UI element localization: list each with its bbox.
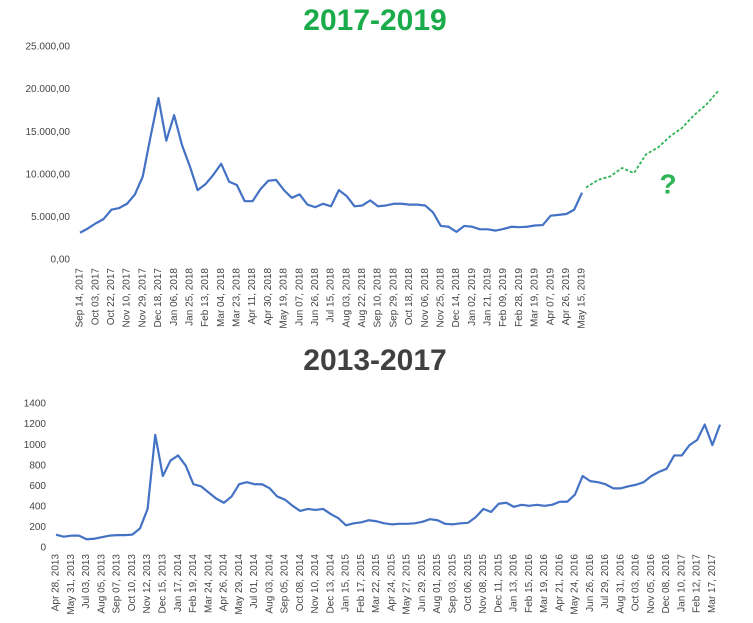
x-tick-label: Apr 11, 2018 (247, 268, 258, 325)
x-tick-label: Jan 17, 2014 (173, 554, 184, 612)
x-tick-label: Dec 14, 2018 (451, 268, 462, 328)
x-tick-label: Jan 06, 2018 (169, 268, 180, 326)
x-tick-label: Jan 21, 2019 (483, 268, 494, 326)
x-tick-label: Oct 08, 2014 (295, 554, 306, 612)
x-tick-label: Apr 24, 2015 (386, 554, 397, 612)
x-tick-label: Feb 15, 2016 (524, 554, 535, 613)
x-tick-label: Nov 12, 2013 (142, 554, 153, 614)
data-line (79, 97, 583, 234)
y-tick-label: 400 (29, 501, 46, 512)
annotation: ? (659, 168, 676, 199)
y-tick-label: 5.000,00 (31, 212, 70, 223)
x-tick-label: Apr 28, 2013 (51, 554, 62, 612)
data-line (55, 423, 722, 541)
y-tick-label: 200 (29, 522, 46, 533)
x-tick-label: Mar 17, 2017 (707, 554, 718, 613)
x-tick-label: Jan 02, 2019 (467, 268, 478, 326)
x-tick-label: Oct 03, 2017 (90, 268, 101, 326)
chart-title: 2017-2019 (303, 4, 446, 37)
x-tick-label: Jul 15, 2018 (326, 268, 337, 323)
x-tick-label: Nov 10, 2017 (122, 268, 133, 328)
y-tick-label: 1000 (24, 440, 47, 451)
y-tick-label: 1200 (24, 419, 47, 430)
x-tick-label: Jun 26, 2018 (310, 268, 321, 326)
x-tick-label: Jan 15, 2015 (341, 554, 352, 612)
y-tick-label: 0 (40, 543, 46, 554)
x-tick-label: Aug 22, 2018 (357, 268, 368, 328)
x-tick-label: Apr 26, 2019 (561, 268, 572, 326)
x-tick-label: May 15, 2019 (577, 268, 588, 329)
x-tick-label: Feb 28, 2019 (514, 268, 525, 327)
y-tick-label: 20.000,00 (26, 84, 71, 95)
x-tick-label: Feb 09, 2019 (498, 268, 509, 327)
x-tick-label: Oct 22, 2017 (106, 268, 117, 326)
x-tick-label: Dec 13, 2014 (325, 554, 336, 614)
forecast-line (585, 90, 719, 189)
x-tick-label: Dec 11, 2015 (493, 554, 504, 613)
x-tick-label: Jul 03, 2013 (81, 554, 92, 609)
x-tick-label: Sep 05, 2014 (280, 554, 291, 614)
x-tick-label: Dec 15, 2013 (157, 554, 168, 614)
y-tick-label: 800 (29, 460, 46, 471)
x-tick-label: Aug 31, 2016 (615, 554, 626, 614)
x-tick-label: Aug 05, 2013 (96, 554, 107, 614)
x-tick-label: Mar 19, 2019 (530, 268, 541, 327)
x-tick-label: Apr 26, 2014 (219, 554, 230, 612)
y-tick-label: 600 (29, 481, 46, 492)
x-tick-label: Apr 21, 2016 (554, 554, 565, 612)
x-tick-label: Feb 19, 2014 (188, 554, 199, 613)
x-tick-label: Jan 13, 2016 (509, 554, 520, 612)
x-tick-label: Sep 29, 2018 (388, 268, 399, 328)
x-tick-label: Jun 26, 2016 (585, 554, 596, 612)
x-tick-label: Oct 06, 2015 (463, 554, 474, 612)
x-tick-label: Sep 07, 2013 (112, 554, 123, 614)
x-tick-label: Sep 10, 2018 (373, 268, 384, 328)
x-tick-label: Oct 18, 2018 (404, 268, 415, 326)
x-tick-label: Nov 25, 2018 (435, 268, 446, 328)
x-tick-label: May 24, 2016 (570, 554, 581, 615)
x-tick-label: Oct 03, 2016 (631, 554, 642, 612)
x-tick-label: Nov 10, 2014 (310, 554, 321, 614)
x-tick-label: Jun 29, 2015 (417, 554, 428, 612)
x-tick-label: Mar 04, 2018 (216, 268, 227, 327)
x-tick-label: Feb 17, 2015 (356, 554, 367, 613)
x-tick-label: Dec 18, 2017 (153, 268, 164, 328)
y-tick-label: 25.000,00 (26, 42, 71, 53)
x-tick-label: May 19, 2018 (279, 268, 290, 329)
x-tick-label: Aug 01, 2015 (432, 554, 443, 614)
x-tick-label: Mar 22, 2015 (371, 554, 382, 613)
x-tick-label: Aug 03, 2014 (264, 554, 275, 614)
x-tick-label: Mar 24, 2014 (203, 554, 214, 613)
x-tick-label: Nov 06, 2018 (420, 268, 431, 328)
chart-title: 2013-2017 (303, 344, 446, 377)
y-tick-label: 0,00 (51, 255, 71, 266)
x-tick-label: Dec 08, 2016 (661, 554, 672, 614)
x-tick-label: Feb 12, 2017 (692, 554, 703, 613)
x-tick-label: Jul 01, 2014 (249, 554, 260, 609)
x-tick-label: Apr 07, 2019 (545, 268, 556, 326)
x-tick-label: Jan 25, 2018 (184, 268, 195, 326)
x-tick-label: Nov 08, 2015 (478, 554, 489, 614)
x-tick-label: May 27, 2015 (402, 554, 413, 615)
x-tick-label: Feb 13, 2018 (200, 268, 211, 327)
x-tick-label: Sep 14, 2017 (75, 268, 86, 328)
x-tick-label: Mar 23, 2018 (232, 268, 243, 327)
x-tick-label: Jun 07, 2018 (294, 268, 305, 326)
x-tick-label: May 29, 2014 (234, 554, 245, 615)
x-tick-label: Apr 30, 2018 (263, 268, 274, 326)
y-tick-label: 10.000,00 (26, 169, 71, 180)
x-tick-label: May 31, 2013 (66, 554, 77, 615)
x-tick-label: Mar 19, 2016 (539, 554, 550, 613)
x-tick-label: Nov 29, 2017 (137, 268, 148, 328)
y-tick-label: 15.000,00 (26, 127, 71, 138)
x-tick-label: Jan 10, 2017 (676, 554, 687, 612)
x-tick-label: Sep 03, 2015 (448, 554, 459, 614)
x-tick-label: Jul 29, 2016 (600, 554, 611, 609)
x-tick-label: Aug 03, 2018 (341, 268, 352, 328)
y-tick-label: 1400 (24, 399, 47, 410)
x-tick-label: Nov 05, 2016 (646, 554, 657, 614)
x-tick-label: Oct 10, 2013 (127, 554, 138, 612)
